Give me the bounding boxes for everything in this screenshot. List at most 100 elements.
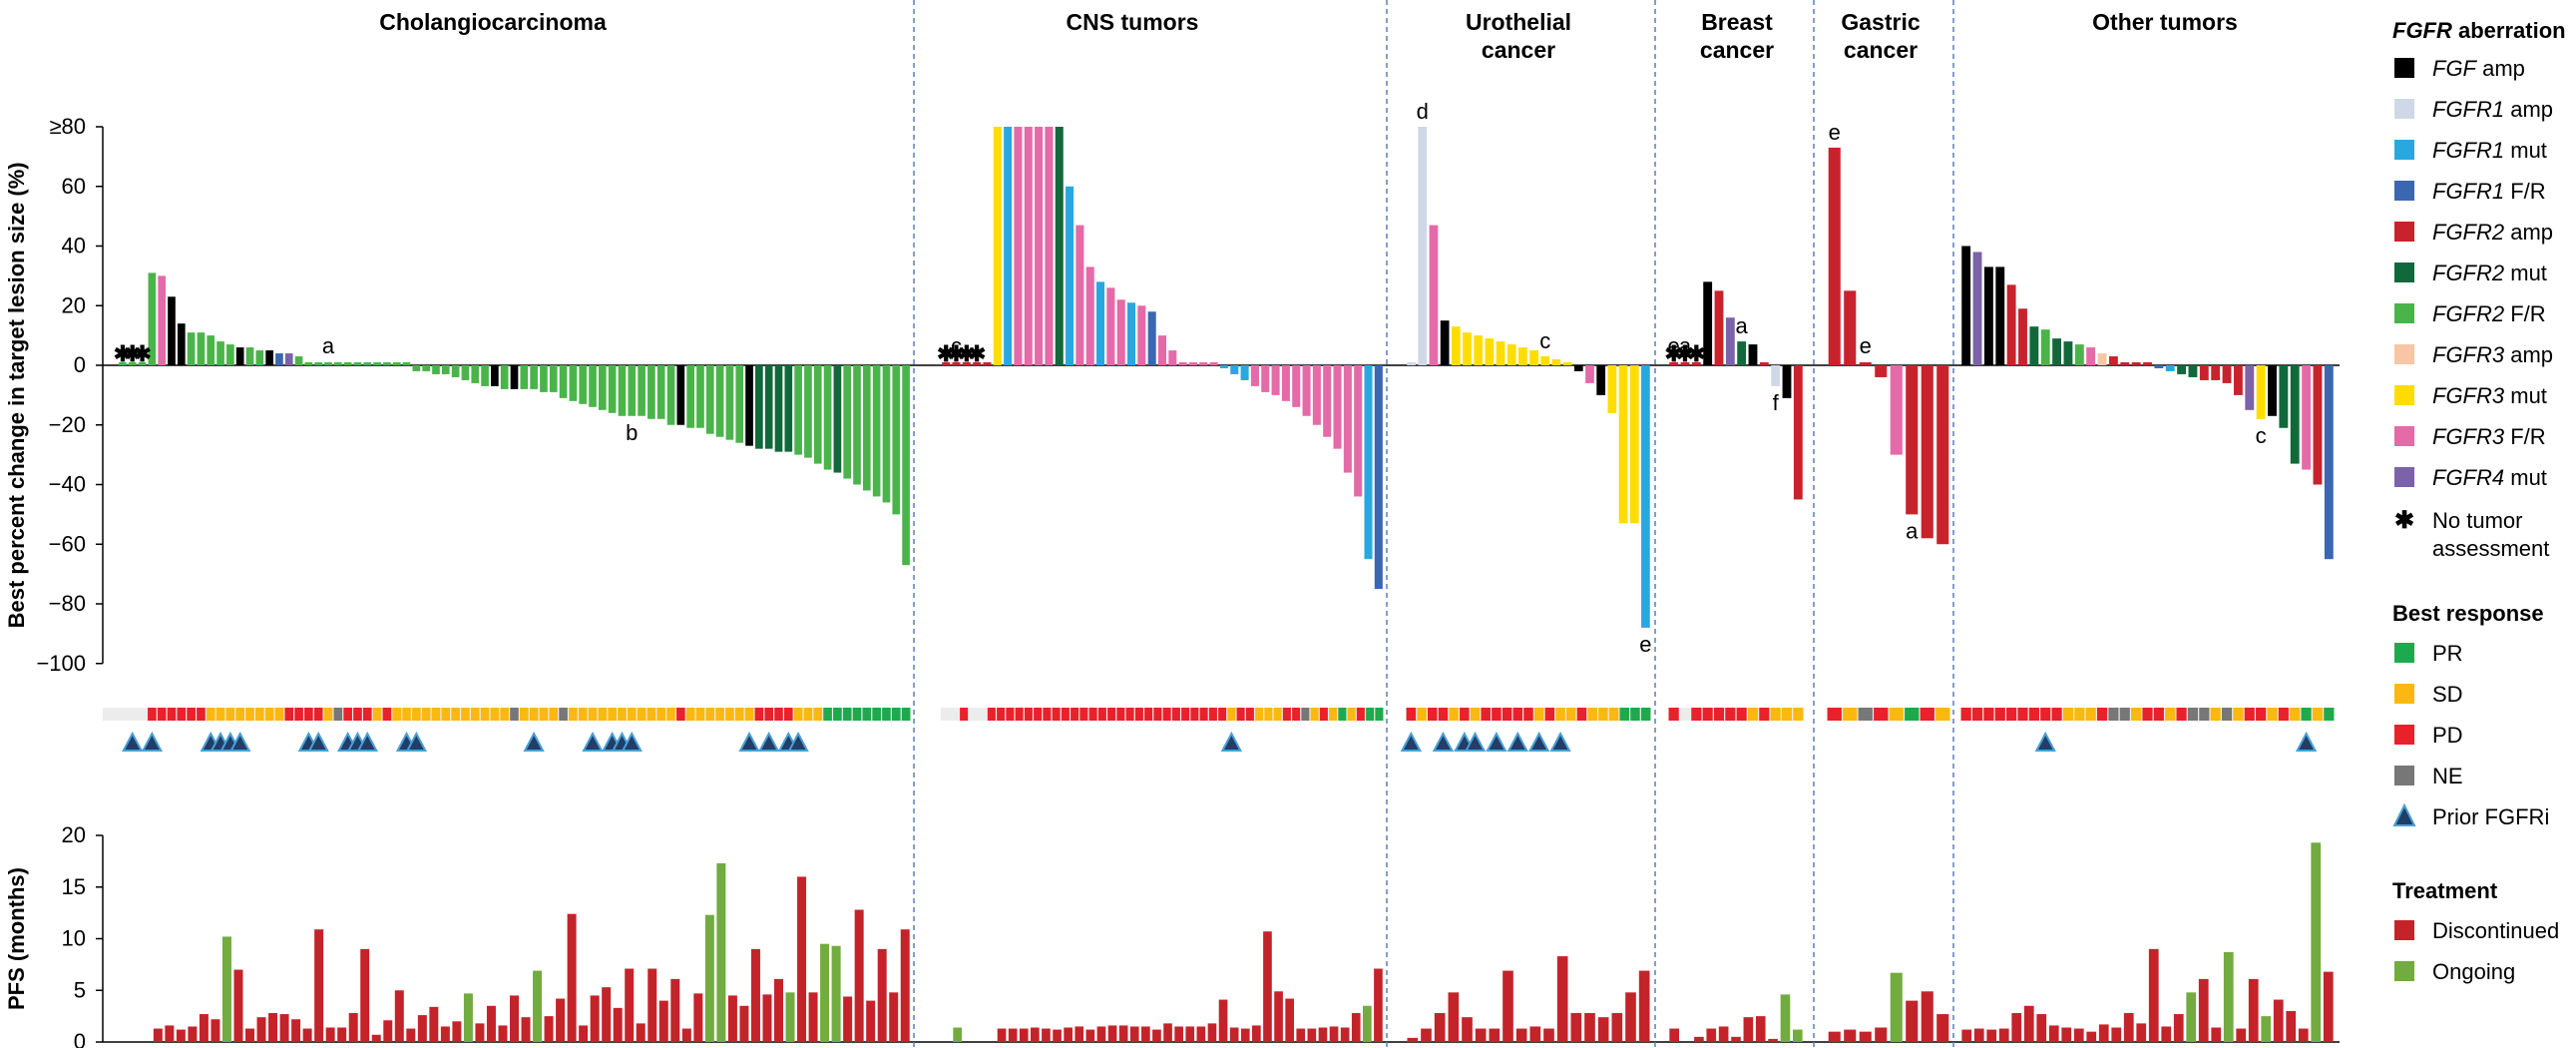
response-cell bbox=[1512, 708, 1523, 721]
response-cell bbox=[382, 708, 392, 721]
waterfall-y-tick-label: 60 bbox=[62, 174, 86, 199]
waterfall-bar bbox=[402, 362, 411, 365]
response-cell bbox=[1971, 708, 1983, 721]
pfs-bar bbox=[877, 948, 887, 1042]
pfs-bar bbox=[1556, 956, 1568, 1042]
pfs-bar bbox=[2148, 948, 2159, 1042]
response-cell bbox=[656, 708, 666, 721]
response-cell bbox=[823, 708, 832, 721]
pfs-bar bbox=[440, 1026, 450, 1042]
response-cell bbox=[2074, 708, 2085, 721]
waterfall-bar bbox=[1562, 362, 1572, 365]
response-cell bbox=[529, 708, 539, 721]
waterfall-bar bbox=[2052, 338, 2062, 365]
pfs-bar bbox=[1828, 1031, 1841, 1042]
response-cell bbox=[1427, 708, 1438, 721]
pfs-bar bbox=[1890, 972, 1903, 1042]
response-cell bbox=[304, 708, 313, 721]
response-cell bbox=[470, 708, 480, 721]
waterfall-bar bbox=[373, 362, 381, 365]
waterfall-bar bbox=[334, 362, 342, 365]
pfs-bar bbox=[337, 1027, 347, 1042]
legend-response-label: SD bbox=[2432, 682, 2463, 707]
prior-fgfri-marker bbox=[738, 731, 760, 752]
waterfall-bar bbox=[1618, 365, 1628, 524]
waterfall-bar bbox=[148, 272, 157, 365]
response-cell bbox=[813, 708, 823, 721]
waterfall-bar bbox=[1157, 335, 1167, 365]
waterfall-bar bbox=[265, 350, 273, 365]
pfs-bar bbox=[1921, 991, 1933, 1042]
waterfall-bar bbox=[2256, 365, 2266, 419]
waterfall-y-tick-label: −60 bbox=[49, 531, 86, 556]
pfs-bar bbox=[1053, 1029, 1062, 1042]
response-cell bbox=[685, 708, 695, 721]
waterfall-bar bbox=[412, 365, 421, 371]
bar-annotation: ✱ bbox=[947, 341, 965, 366]
bar-annotation: c bbox=[951, 333, 962, 358]
prior-fgfri-marker bbox=[1400, 731, 1423, 752]
response-cell bbox=[1460, 708, 1470, 721]
response-cell bbox=[1227, 708, 1236, 721]
legend: FGFR aberration FGF amp FGFR1 amp FGFR1 mut… bbox=[2392, 18, 2566, 984]
waterfall-bar bbox=[1629, 365, 1639, 524]
pfs-bar bbox=[2186, 992, 2197, 1042]
waterfall-bar bbox=[2120, 362, 2130, 365]
waterfall-bar bbox=[284, 353, 293, 365]
waterfall-bar bbox=[993, 127, 1002, 365]
waterfall-bar bbox=[2199, 365, 2209, 380]
bar-annotation: e bbox=[1860, 333, 1872, 358]
legend-response-swatch bbox=[2394, 643, 2414, 663]
pfs-bar bbox=[463, 993, 473, 1042]
waterfall-bar bbox=[549, 365, 558, 392]
response-cell bbox=[1034, 708, 1043, 721]
waterfall-bar bbox=[1302, 365, 1311, 416]
pfs-bar bbox=[1019, 1028, 1029, 1042]
waterfall-bar bbox=[1782, 365, 1792, 398]
waterfall-bar bbox=[1669, 362, 1679, 365]
waterfall-y-tick-label: −20 bbox=[49, 412, 86, 437]
pfs-bar bbox=[866, 1000, 876, 1042]
waterfall-bar bbox=[973, 362, 982, 365]
response-cell bbox=[2096, 708, 2108, 721]
waterfall-bar bbox=[2097, 353, 2107, 365]
waterfall-bar bbox=[2222, 365, 2232, 383]
legend-aberration-label: FGFR3 F/R bbox=[2432, 424, 2546, 449]
waterfall-bar bbox=[1875, 365, 1888, 377]
response-cell bbox=[235, 708, 244, 721]
waterfall-bar bbox=[2086, 347, 2096, 365]
response-cell bbox=[1310, 708, 1319, 721]
waterfall-bar bbox=[363, 362, 372, 365]
waterfall-bar bbox=[1126, 302, 1136, 365]
waterfall-bar bbox=[1066, 186, 1074, 365]
waterfall-bar bbox=[872, 365, 881, 497]
response-cell bbox=[2210, 708, 2221, 721]
response-cell bbox=[402, 708, 411, 721]
response-cell bbox=[2290, 708, 2301, 721]
pfs-bar bbox=[1906, 1000, 1919, 1042]
response-cell bbox=[421, 708, 431, 721]
pfs-bar bbox=[774, 978, 783, 1042]
prior-fgfri-marker bbox=[1220, 731, 1243, 752]
response-cell bbox=[343, 708, 352, 721]
response-cell bbox=[1935, 708, 1950, 721]
waterfall-bar bbox=[383, 362, 391, 365]
response-cell bbox=[500, 708, 509, 721]
waterfall-bar bbox=[226, 344, 234, 365]
waterfall-bar bbox=[823, 365, 832, 470]
response-cell bbox=[1417, 708, 1427, 721]
pfs-bar bbox=[221, 936, 231, 1042]
response-cell bbox=[2301, 708, 2312, 721]
pfs-bar bbox=[1669, 1028, 1680, 1042]
legend-aberration-title: FGFR aberration bbox=[2392, 18, 2566, 43]
pfs-bar bbox=[953, 1027, 962, 1042]
response-cell bbox=[372, 708, 382, 721]
pfs-bar bbox=[590, 995, 600, 1042]
waterfall-bar bbox=[177, 323, 186, 365]
waterfall-bar bbox=[2188, 365, 2198, 377]
response-cell bbox=[734, 708, 744, 721]
legend-aberration-label: FGFR2 amp bbox=[2432, 220, 2553, 245]
waterfall-bar bbox=[1116, 299, 1125, 365]
waterfall-bar bbox=[618, 365, 627, 416]
prior-fgfri-marker bbox=[122, 731, 144, 752]
